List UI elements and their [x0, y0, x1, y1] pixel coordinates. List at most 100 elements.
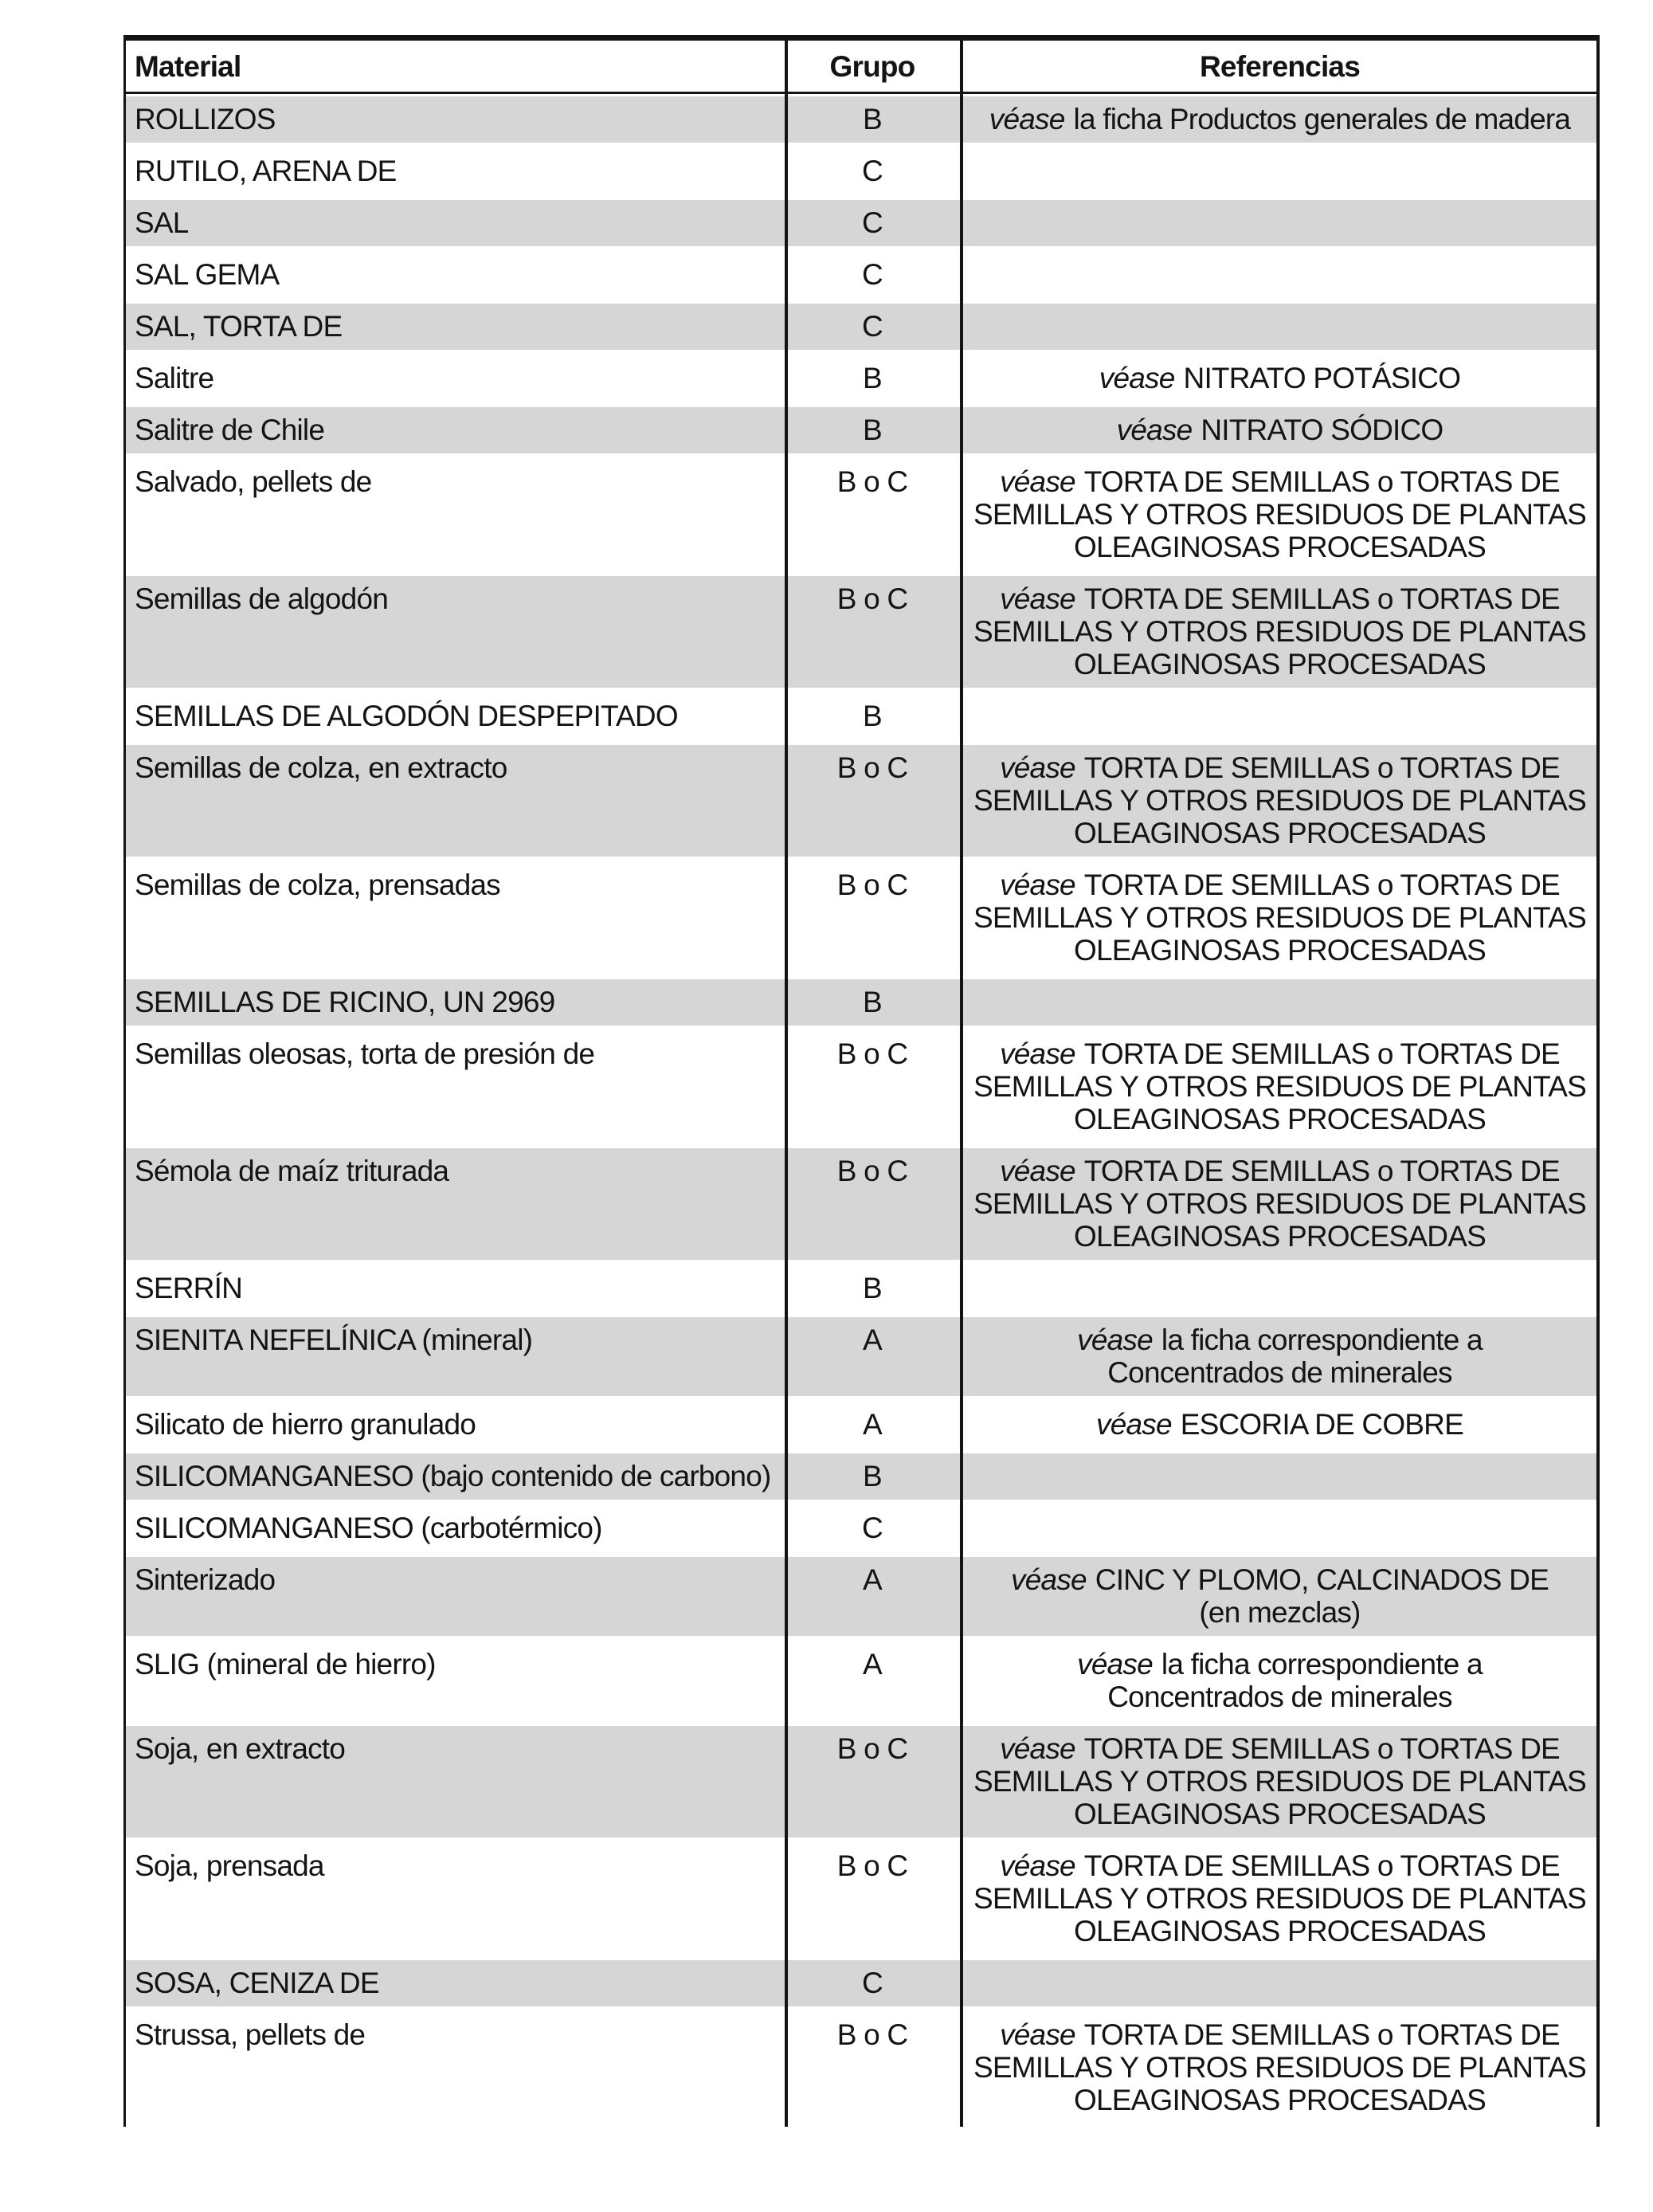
material-cell: SILICOMANGANESO (bajo contenido de carbo…	[135, 1460, 771, 1492]
material-cell: Sinterizado	[135, 1563, 276, 1596]
referencias-cell: véase TORTA DE SEMILLAS o TORTAS DE SEMIL…	[960, 582, 1600, 680]
referencias-cell: véase ESCORIA DE COBRE	[960, 1408, 1600, 1441]
table-row: Semillas oleosas, torta de presión de B …	[123, 1029, 1600, 1146]
materials-table: Material Grupo Referencias ROLLIZOS B vé…	[123, 35, 1600, 2127]
referencias-vease-italic: véase	[1096, 1408, 1173, 1441]
material-cell: ROLLIZOS	[135, 103, 276, 135]
grupo-cell: B	[863, 362, 883, 394]
referencias-vease-italic: véase	[989, 103, 1066, 135]
material-cell: Salitre	[135, 362, 214, 394]
referencias-cell: véase TORTA DE SEMILLAS o TORTAS DE SEMIL…	[960, 1155, 1600, 1253]
material-cell: Semillas de algodón	[135, 582, 389, 615]
referencias-vease-italic: véase	[1000, 1155, 1076, 1187]
referencias-text: TORTA DE SEMILLAS o TORTAS DE SEMILLAS Y…	[973, 1732, 1587, 1830]
grupo-cell: B o C	[836, 1037, 908, 1070]
table-row: SAL C	[123, 198, 1600, 249]
material-cell: SLIG (mineral de hierro)	[135, 1648, 436, 1681]
referencias-cell	[960, 1967, 1600, 1999]
referencias-cell: véase TORTA DE SEMILLAS o TORTAS DE SEMIL…	[960, 465, 1600, 563]
grupo-cell: C	[862, 310, 883, 343]
material-cell: SAL GEMA	[135, 258, 280, 291]
material-cell: Salvado, pellets de	[135, 465, 372, 498]
table-row: SEMILLAS DE ALGODÓN DESPEPITADO B	[123, 691, 1600, 743]
table-row: SEMILLAS DE RICINO, UN 2969 B	[123, 977, 1600, 1029]
referencias-cell: véase TORTA DE SEMILLAS o TORTAS DE SEMIL…	[960, 869, 1600, 967]
grupo-cell: B	[863, 103, 883, 135]
header-material: Material	[135, 49, 241, 83]
grupo-cell: B o C	[836, 465, 908, 498]
table-right-border	[1596, 35, 1600, 2127]
referencias-text: NITRATO SÓDICO	[1201, 414, 1443, 446]
material-cell: SOSA, CENIZA DE	[135, 1967, 380, 1999]
table-row: SILICOMANGANESO (carbotérmico) C	[123, 1503, 1600, 1555]
referencias-cell: véase TORTA DE SEMILLAS o TORTAS DE SEMIL…	[960, 1037, 1600, 1135]
grupo-cell: B	[863, 1272, 883, 1304]
referencias-cell: véase la ficha Productos generales de mad…	[960, 103, 1600, 135]
grupo-cell: B o C	[836, 2018, 908, 2051]
table-header-row: Material Grupo Referencias	[123, 41, 1600, 92]
referencias-cell: véase TORTA DE SEMILLAS o TORTAS DE SEMIL…	[960, 1849, 1600, 1947]
referencias-cell	[960, 258, 1600, 291]
referencias-cell	[960, 1512, 1600, 1544]
referencias-vease-italic: véase	[1099, 362, 1176, 394]
grupo-cell: B o C	[836, 1155, 908, 1187]
material-cell: SILICOMANGANESO (carbotérmico)	[135, 1512, 602, 1544]
referencias-cell: véase TORTA DE SEMILLAS o TORTAS DE SEMIL…	[960, 751, 1600, 849]
grupo-cell: C	[862, 258, 883, 291]
referencias-cell: véase la ficha correspondiente a Concentr…	[960, 1648, 1600, 1713]
referencias-cell: véase NITRATO POTÁSICO	[960, 362, 1600, 394]
referencias-text: TORTA DE SEMILLAS o TORTAS DE SEMILLAS Y…	[973, 1155, 1587, 1253]
referencias-text: CINC Y PLOMO, CALCINADOS DE (en mezclas)	[1095, 1563, 1549, 1629]
grupo-cell: A	[863, 1648, 883, 1681]
referencias-vease-italic: véase	[1000, 869, 1076, 901]
grupo-cell: C	[862, 155, 883, 187]
referencias-vease-italic: véase	[1000, 1037, 1076, 1070]
referencias-text: ESCORIA DE COBRE	[1180, 1408, 1464, 1441]
material-cell: Sémola de maíz triturada	[135, 1155, 449, 1187]
grupo-cell: C	[862, 1512, 883, 1544]
referencias-cell: véase TORTA DE SEMILLAS o TORTAS DE SEMIL…	[960, 1732, 1600, 1830]
referencias-cell	[960, 700, 1600, 732]
table-row: SAL, TORTA DE C	[123, 301, 1600, 353]
table-row: Semillas de colza, prensadas B o C véase…	[123, 860, 1600, 977]
header-grupo: Grupo	[829, 49, 916, 83]
referencias-cell	[960, 986, 1600, 1018]
material-cell: SERRÍN	[135, 1272, 243, 1304]
table-row: Sémola de maíz triturada B o C véase TORT…	[123, 1146, 1600, 1263]
referencias-cell: véase CINC Y PLOMO, CALCINADOS DE (en mez…	[960, 1563, 1600, 1629]
grupo-cell: B o C	[836, 751, 908, 784]
referencias-cell	[960, 1272, 1600, 1304]
material-cell: Soja, en extracto	[135, 1732, 346, 1765]
table-row: Semillas de algodón B o C véase TORTA DE …	[123, 574, 1600, 691]
material-cell: SIENITA NEFELÍNICA (mineral)	[135, 1324, 533, 1356]
table-row: Salitre B véase NITRATO POTÁSICO	[123, 353, 1600, 405]
referencias-cell	[960, 155, 1600, 187]
table-body: ROLLIZOS B véase la ficha Productos gener…	[123, 94, 1600, 2127]
table-row: SERRÍN B	[123, 1263, 1600, 1315]
grupo-cell: A	[863, 1563, 883, 1596]
grupo-cell: B	[863, 700, 883, 732]
column-divider-grupo-referencias	[960, 35, 963, 2127]
table-row: RUTILO, ARENA DE C	[123, 146, 1600, 198]
referencias-vease-italic: véase	[1000, 751, 1076, 784]
referencias-vease-italic: véase	[1077, 1648, 1154, 1681]
referencias-vease-italic: véase	[1000, 1732, 1076, 1765]
table-top-border	[123, 35, 1600, 41]
referencias-vease-italic: véase	[1077, 1324, 1154, 1356]
header-referencias: Referencias	[1200, 49, 1361, 83]
table-row: Silicato de hierro granulado A véase ESCO…	[123, 1399, 1600, 1451]
referencias-text: TORTA DE SEMILLAS o TORTAS DE SEMILLAS Y…	[973, 465, 1587, 563]
material-cell: SAL, TORTA DE	[135, 310, 343, 343]
referencias-vease-italic: véase	[1116, 414, 1193, 446]
referencias-text: TORTA DE SEMILLAS o TORTAS DE SEMILLAS Y…	[973, 869, 1587, 967]
referencias-text: TORTA DE SEMILLAS o TORTAS DE SEMILLAS Y…	[973, 1037, 1587, 1135]
referencias-text: la ficha Productos generales de madera	[1073, 103, 1571, 135]
material-cell: Silicato de hierro granulado	[135, 1408, 476, 1441]
material-cell: SEMILLAS DE ALGODÓN DESPEPITADO	[135, 700, 679, 732]
table-row: SLIG (mineral de hierro) A véase la ficha…	[123, 1639, 1600, 1724]
header-divider-line	[123, 92, 1600, 94]
table-row: SILICOMANGANESO (bajo contenido de carbo…	[123, 1451, 1600, 1503]
table-row: SAL GEMA C	[123, 249, 1600, 301]
referencias-text: TORTA DE SEMILLAS o TORTAS DE SEMILLAS Y…	[973, 582, 1587, 680]
